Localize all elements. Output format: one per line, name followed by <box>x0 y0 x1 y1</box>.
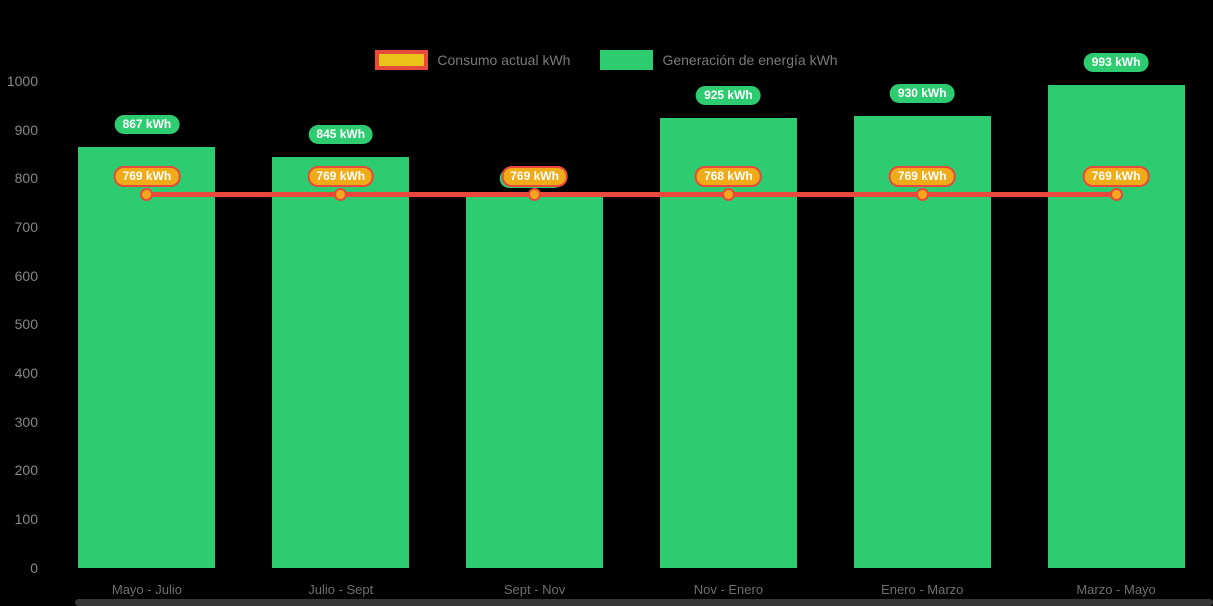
y-axis-tick-label: 1000 <box>6 73 38 89</box>
consumo-line <box>146 191 1117 197</box>
bar-marzo-mayo[interactable] <box>1047 85 1185 569</box>
legend-label-consumo: Consumo actual kWh <box>437 52 571 68</box>
consumo-point-marzo-mayo[interactable] <box>1109 187 1123 201</box>
consumo-legend-swatch-icon <box>375 50 429 70</box>
consumo-point-enero-marzo[interactable] <box>915 187 929 201</box>
consumo-point-sept-nov[interactable] <box>528 187 542 201</box>
bar-sept-nov[interactable] <box>466 194 604 569</box>
x-axis-category-label: Sept - Nov <box>503 582 566 597</box>
y-axis-tick-label: 100 <box>14 510 38 527</box>
y-axis-tick-label: 900 <box>14 121 38 138</box>
consumo-value-label: 769 kWh <box>307 165 375 187</box>
consumo-value-label: 769 kWh <box>501 165 568 187</box>
y-axis-tick-label: 800 <box>14 170 38 187</box>
generacion-value-label: 930 kWh <box>889 84 955 104</box>
legend-item-generacion[interactable]: Generación de energía kWh <box>600 50 838 70</box>
horizontal-scrollbar[interactable] <box>75 599 1213 606</box>
x-axis-category-label: Nov - Enero <box>693 582 764 597</box>
consumo-value-label: 769 kWh <box>888 165 956 187</box>
chart-legend: Consumo actual kWh Generación de energía… <box>0 50 1213 70</box>
legend-label-generacion: Generación de energía kWh <box>662 52 838 68</box>
generacion-value-label: 867 kWh <box>114 114 180 134</box>
bar-julio-sept[interactable] <box>272 157 410 569</box>
consumo-point-julio-sept[interactable] <box>334 187 348 201</box>
bar-mayo-julio[interactable] <box>78 146 216 569</box>
legend-item-consumo[interactable]: Consumo actual kWh <box>375 50 570 70</box>
y-axis-tick-label: 500 <box>14 316 38 333</box>
generacion-value-label: 993 kWh <box>1083 53 1149 73</box>
x-axis-category-label: Mayo - Julio <box>111 582 182 597</box>
y-axis-tick-label: 700 <box>14 218 38 235</box>
x-axis-category-label: Enero - Marzo <box>881 582 964 597</box>
y-axis-tick-label: 200 <box>14 462 38 479</box>
y-axis-tick-label: 400 <box>14 364 38 381</box>
x-axis-category-label: Marzo - Mayo <box>1076 582 1156 597</box>
consumo-point-mayo-julio[interactable] <box>140 187 154 201</box>
generacion-value-label: 845 kWh <box>308 125 374 145</box>
consumo-point-nov-enero[interactable] <box>721 188 735 202</box>
consumo-value-label: 768 kWh <box>695 166 762 188</box>
consumo-value-label: 769 kWh <box>113 165 181 187</box>
y-axis-tick-label: 0 <box>30 559 38 576</box>
x-axis-category-label: Julio - Sept <box>308 582 374 597</box>
y-axis-tick-label: 600 <box>14 267 38 284</box>
generacion-value-label: 925 kWh <box>696 86 761 106</box>
y-axis-tick-label: 300 <box>14 413 38 430</box>
consumo-value-label: 769 kWh <box>1082 165 1150 187</box>
generacion-legend-swatch-icon <box>600 50 654 70</box>
